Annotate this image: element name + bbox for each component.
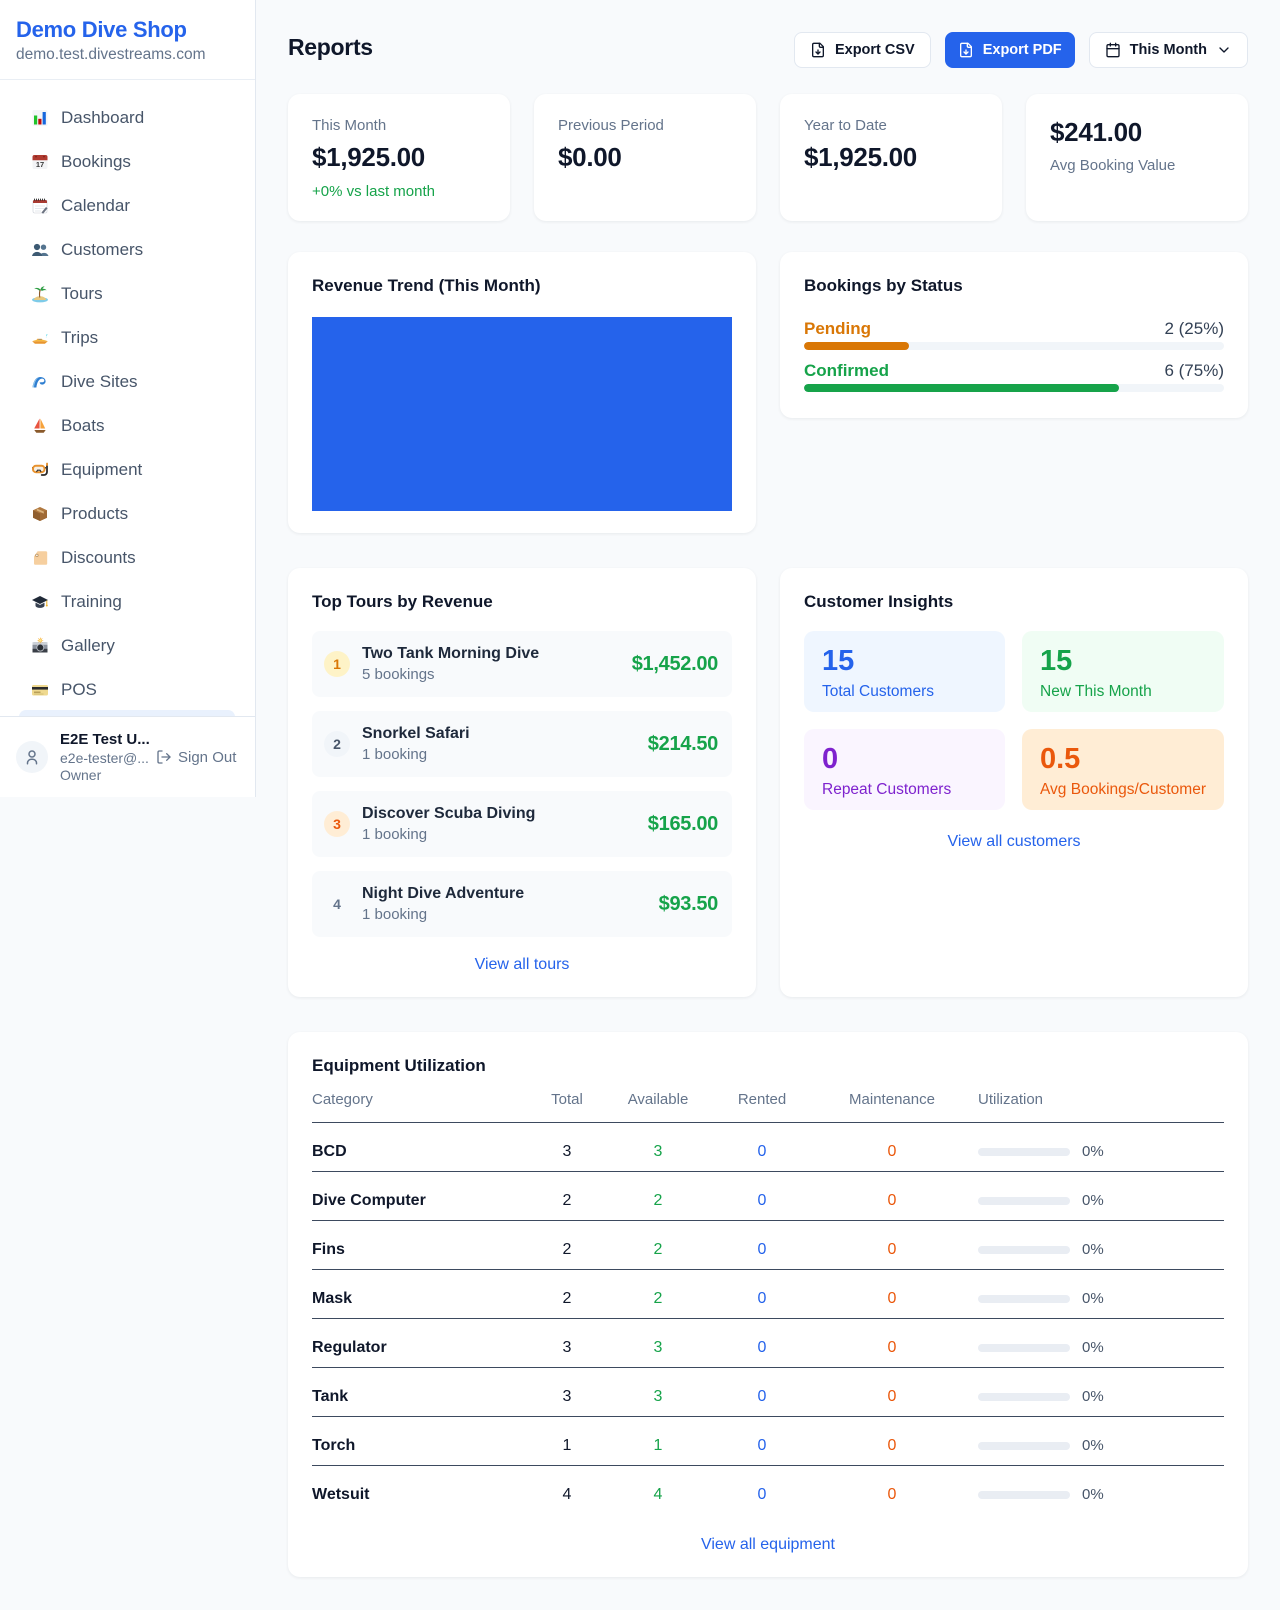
svg-text:17: 17 xyxy=(36,160,44,169)
